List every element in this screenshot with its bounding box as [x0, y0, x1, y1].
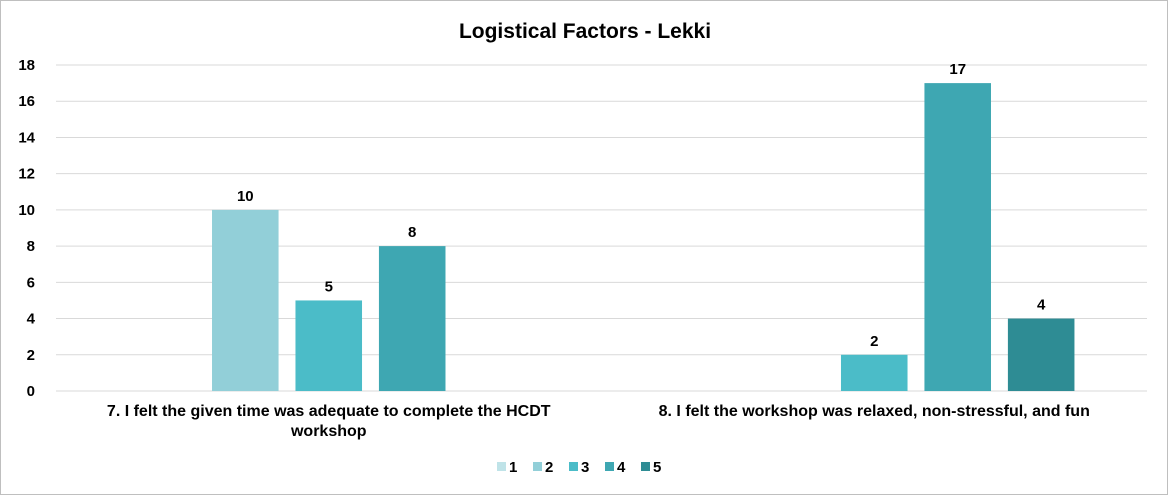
legend-swatch: [641, 462, 650, 471]
bars: [212, 83, 1075, 391]
data-label: 17: [949, 61, 966, 78]
category-label: 7. I felt the given time was adequate to…: [107, 403, 551, 420]
bar-series-4: [378, 246, 446, 391]
y-tick-label: 4: [27, 311, 36, 328]
legend-swatch: [533, 462, 542, 471]
data-label: 8: [408, 224, 416, 241]
y-tick-label: 14: [18, 129, 35, 146]
category-label: workshop: [290, 423, 367, 440]
y-tick-label: 0: [27, 383, 35, 400]
bar-series-3: [840, 354, 908, 391]
legend-item-5: 5: [641, 459, 661, 476]
data-label: 4: [1037, 297, 1046, 314]
y-tick-label: 6: [27, 274, 35, 291]
y-tick-label: 12: [18, 166, 35, 183]
legend-label: 3: [581, 459, 589, 476]
y-tick-label: 8: [27, 238, 35, 255]
data-label: 10: [237, 188, 254, 205]
category-labels: 7. I felt the given time was adequate to…: [107, 403, 1090, 440]
legend-item-1: 1: [497, 459, 517, 476]
legend-item-2: 2: [533, 459, 553, 476]
data-labels: 10 5 8 2 17 4: [237, 61, 1046, 350]
legend-label: 2: [545, 459, 553, 476]
legend-swatch: [497, 462, 506, 471]
y-axis-tick-labels: 0 2 4 6 8 10 12 14 16 18: [18, 57, 35, 400]
y-tick-label: 18: [18, 57, 35, 74]
category-label: 8. I felt the workshop was relaxed, non-…: [659, 403, 1090, 420]
y-tick-label: 2: [27, 347, 35, 364]
bar-series-5: [1007, 318, 1075, 391]
data-label: 2: [870, 333, 878, 350]
legend-swatch: [605, 462, 614, 471]
legend-label: 5: [653, 459, 661, 476]
legend-item-3: 3: [569, 459, 589, 476]
legend-label: 1: [509, 459, 517, 476]
legend-label: 4: [617, 459, 626, 476]
data-label: 5: [325, 278, 333, 295]
chart-title: Logistical Factors - Lekki: [459, 20, 711, 43]
legend-item-4: 4: [605, 459, 626, 476]
legend-swatch: [569, 462, 578, 471]
y-tick-label: 10: [18, 202, 35, 219]
bar-series-4: [924, 83, 991, 391]
y-tick-label: 16: [18, 93, 35, 110]
bar-series-3: [295, 300, 363, 391]
legend: 1 2 3 4 5: [497, 459, 661, 476]
bar-series-2: [212, 209, 279, 391]
